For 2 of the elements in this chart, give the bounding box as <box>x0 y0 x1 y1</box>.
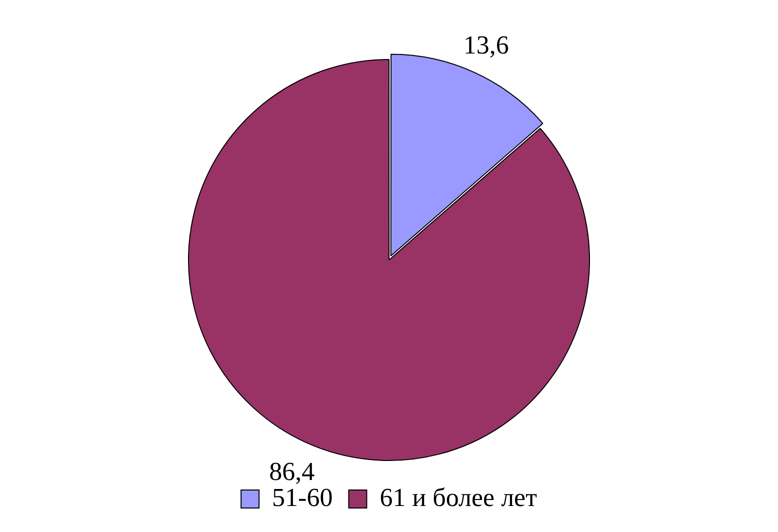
legend-label: 61 и более лет <box>380 482 537 512</box>
data-label: 13,6 <box>463 30 509 60</box>
